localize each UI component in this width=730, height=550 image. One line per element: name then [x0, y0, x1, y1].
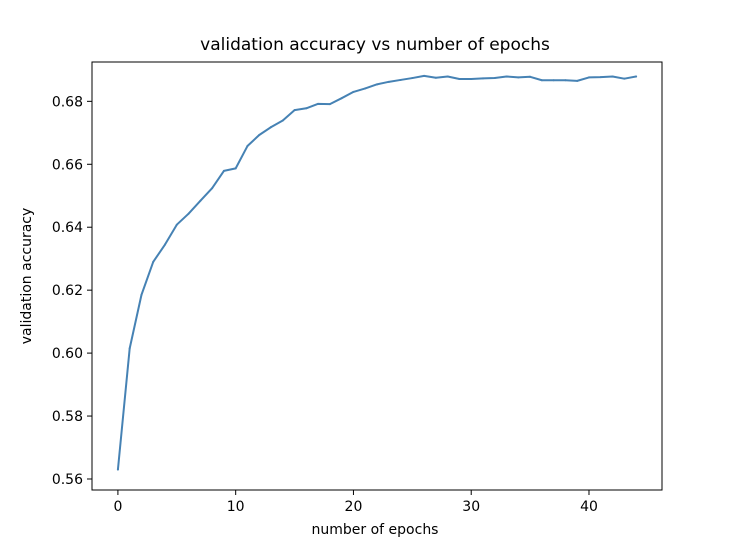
y-axis-label: validation accuracy [19, 208, 35, 345]
data-point [281, 119, 284, 122]
x-tick-label: 0 [113, 499, 122, 515]
data-point [152, 260, 155, 263]
series-line [116, 74, 638, 471]
y-tick-label: 0.58 [52, 409, 83, 425]
data-point [199, 199, 202, 202]
data-point [116, 468, 119, 471]
data-point [187, 212, 190, 215]
data-point [270, 126, 273, 129]
data-point [564, 79, 567, 82]
y-tick-label: 0.68 [52, 94, 83, 110]
data-point [364, 87, 367, 90]
y-tick-label: 0.56 [52, 472, 83, 488]
x-axis: 0 10 20 30 40 [113, 490, 598, 515]
data-point [493, 77, 496, 80]
data-point [164, 243, 167, 246]
y-tick-label: 0.60 [52, 346, 83, 362]
data-point [352, 90, 355, 93]
data-point [234, 167, 237, 170]
series-layer [116, 74, 638, 471]
x-axis-label: number of epochs [312, 522, 439, 538]
data-point [128, 347, 131, 350]
data-point [623, 77, 626, 80]
data-point [599, 76, 602, 79]
data-point [211, 187, 214, 190]
data-point [434, 76, 437, 79]
data-point [317, 102, 320, 105]
x-tick-label: 20 [345, 499, 363, 515]
data-point [505, 75, 508, 78]
y-axis: 0.56 0.58 0.60 0.62 0.64 0.66 0.68 [52, 94, 92, 488]
y-tick-label: 0.64 [52, 220, 83, 236]
x-tick-label: 10 [227, 499, 245, 515]
y-tick-label: 0.66 [52, 157, 83, 173]
data-point [470, 77, 473, 80]
data-point [305, 107, 308, 110]
data-point [387, 80, 390, 83]
x-tick-label: 30 [462, 499, 480, 515]
data-point [446, 75, 449, 78]
data-point [340, 97, 343, 100]
data-point [293, 109, 296, 112]
data-point [222, 169, 225, 172]
data-point [328, 103, 331, 106]
data-point [175, 223, 178, 226]
data-point [399, 78, 402, 81]
y-tick-label: 0.62 [52, 283, 83, 299]
data-point [411, 77, 414, 80]
x-tick-label: 40 [580, 499, 598, 515]
data-point [552, 79, 555, 82]
data-point [140, 293, 143, 296]
data-point [635, 75, 638, 78]
data-point [423, 74, 426, 77]
data-point [517, 76, 520, 79]
data-point [246, 145, 249, 148]
data-point [611, 75, 614, 78]
data-point [587, 76, 590, 79]
data-point [576, 79, 579, 82]
data-point [481, 77, 484, 80]
plot-area [91, 61, 663, 491]
data-point [540, 79, 543, 82]
data-point [376, 83, 378, 86]
chart-title: validation accuracy vs number of epochs [200, 35, 550, 55]
data-point [458, 77, 461, 80]
data-point [258, 134, 261, 137]
data-point [529, 75, 532, 78]
